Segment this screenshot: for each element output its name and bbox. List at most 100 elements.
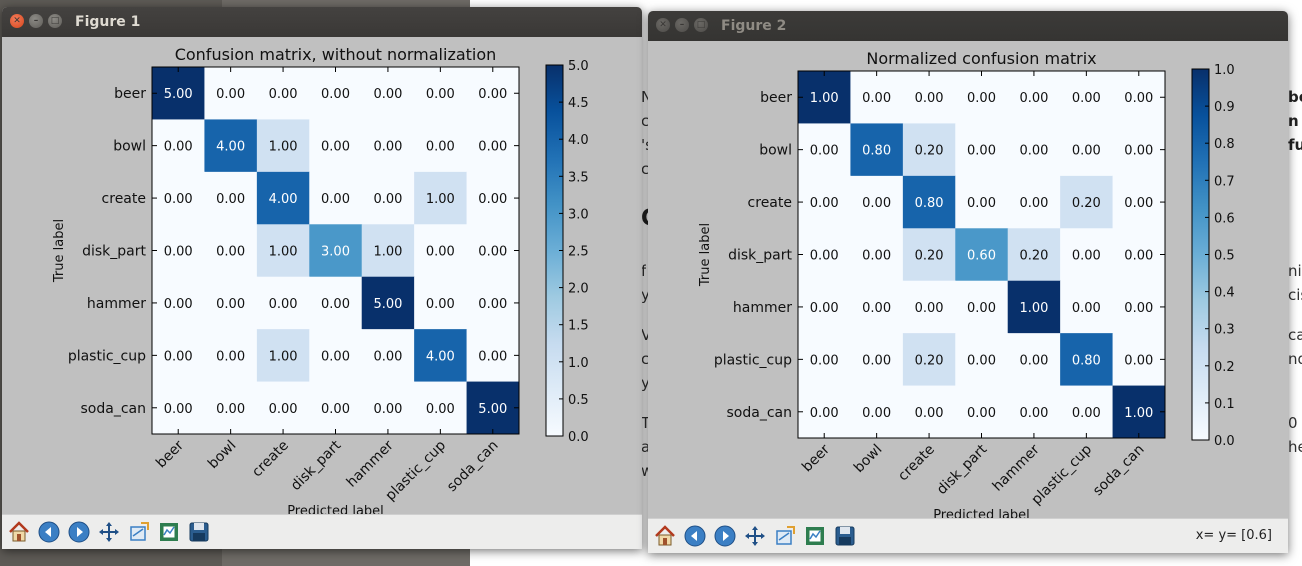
save-disk-icon [833, 524, 857, 548]
heatmap-cell [152, 171, 205, 225]
heatmap-cell [798, 280, 851, 334]
heatmap-cell [414, 381, 468, 435]
heatmap-cell [902, 385, 956, 439]
cell-value-label: 0.00 [373, 140, 402, 155]
x-axis-label: Predicted label [287, 504, 384, 515]
heatmap-cell [466, 171, 520, 225]
save-disk-button[interactable] [185, 518, 213, 546]
heatmap-cell [1060, 333, 1114, 387]
y-tick-label: create [748, 195, 792, 211]
back-arrow-icon [683, 524, 707, 548]
heatmap-cell [1112, 228, 1166, 282]
figure-canvas[interactable]: Normalized confusion matrix 1.00 0.00 0.00 0… [648, 41, 1288, 519]
heatmap-cell [466, 224, 520, 278]
chart-title: Normalized confusion matrix [866, 49, 1096, 68]
heatmap-cell [850, 123, 904, 177]
cell-value-label: 0.00 [373, 349, 402, 364]
pan-move-icon [743, 524, 767, 548]
heatmap-cell [309, 171, 363, 225]
pan-move-button[interactable] [95, 518, 123, 546]
x-tick-label: disk_part [288, 437, 345, 494]
heatmap-cell [798, 228, 851, 282]
save-disk-button[interactable] [831, 522, 859, 550]
heatmap-cell [361, 329, 415, 383]
zoom-rect-button[interactable] [125, 518, 153, 546]
heatmap-cell [850, 175, 904, 229]
heatmap-cell [152, 67, 205, 120]
chart-title: Confusion matrix, without normalization [175, 45, 497, 64]
cell-value-label: 0.00 [862, 249, 891, 264]
heatmap-cell [204, 381, 258, 435]
back-arrow-button[interactable] [681, 522, 709, 550]
heatmap-cell [361, 171, 415, 225]
minimize-button[interactable]: – [675, 18, 689, 32]
background-text: he [1288, 438, 1302, 456]
background-text: nit [1288, 262, 1302, 280]
forward-arrow-button[interactable] [711, 522, 739, 550]
heatmap-cell [361, 276, 415, 330]
cell-value-label: 0.00 [216, 402, 245, 417]
close-button[interactable]: ✕ [656, 18, 670, 32]
colorbar-tick-label: 0.9 [1214, 100, 1235, 115]
title-bar[interactable]: ✕ – □ Figure 2 [648, 11, 1288, 41]
title-bar[interactable]: ✕ – □ Figure 1 [2, 7, 642, 37]
heatmap-cell [466, 381, 520, 435]
cell-value-label: 1.00 [373, 245, 402, 260]
zoom-rect-icon [773, 524, 797, 548]
cell-value-label: 0.00 [1124, 353, 1153, 368]
maximize-button[interactable]: □ [694, 18, 708, 32]
cell-value-label: 0.00 [810, 406, 839, 421]
heatmap-cell [256, 171, 310, 225]
heatmap-cell [1007, 175, 1061, 229]
cell-value-label: 0.00 [164, 402, 193, 417]
heatmap-cell [902, 228, 956, 282]
navigation-toolbar [2, 514, 642, 549]
cell-value-label: 0.00 [1019, 91, 1048, 106]
heatmap-cell [798, 385, 851, 439]
figure-2-window[interactable]: ✕ – □ Figure 2 Normalized confusion matr… [648, 11, 1288, 553]
cell-value-label: 0.00 [426, 245, 455, 260]
cell-value-label: 0.00 [1072, 144, 1101, 159]
cell-value-label: 0.00 [321, 402, 350, 417]
colorbar-tick-label: 0.5 [1214, 249, 1235, 264]
home-button[interactable] [5, 518, 33, 546]
y-tick-label: bowl [113, 139, 146, 155]
pan-move-button[interactable] [741, 522, 769, 550]
heatmap-cell [902, 71, 956, 124]
cell-value-label: 0.00 [862, 406, 891, 421]
background-text: c [641, 112, 650, 130]
heatmap-cell [256, 276, 310, 330]
normalized-confusion-matrix-plot[interactable]: Normalized confusion matrix 1.00 0.00 0.00 0… [648, 41, 1288, 519]
cell-value-label: 0.80 [915, 196, 944, 211]
heatmap-cell [902, 280, 956, 334]
x-tick-label: hammer [990, 441, 1043, 494]
maximize-button[interactable]: □ [48, 14, 62, 28]
colorbar-tick-label: 4.5 [568, 96, 589, 111]
confusion-matrix-plot[interactable]: Confusion matrix, without normalization 5… [2, 37, 642, 515]
heatmap-cell [1112, 280, 1166, 334]
configure-subplots-icon [803, 524, 827, 548]
heatmap-cell [1112, 71, 1166, 124]
cell-value-label: 4.00 [269, 192, 298, 207]
configure-subplots-button[interactable] [801, 522, 829, 550]
close-button[interactable]: ✕ [10, 14, 24, 28]
figure-canvas[interactable]: Confusion matrix, without normalization 5… [2, 37, 642, 515]
cell-value-label: 0.00 [862, 91, 891, 106]
figure-1-window[interactable]: ✕ – □ Figure 1 Confusion matrix, without… [2, 7, 642, 549]
configure-subplots-button[interactable] [155, 518, 183, 546]
home-button[interactable] [651, 522, 679, 550]
back-arrow-button[interactable] [35, 518, 63, 546]
heatmap-cell [204, 171, 258, 225]
forward-arrow-button[interactable] [65, 518, 93, 546]
heatmap-cell [1060, 123, 1114, 177]
zoom-rect-button[interactable] [771, 522, 799, 550]
y-tick-label: soda_can [81, 401, 146, 417]
heatmap-cell [152, 329, 205, 383]
window-title: Figure 1 [75, 14, 141, 30]
colorbar-tick-label: 5.0 [568, 59, 589, 74]
cell-value-label: 0.00 [216, 349, 245, 364]
y-axis-label: True label [698, 223, 713, 287]
minimize-icon: – [679, 20, 685, 30]
minimize-button[interactable]: – [29, 14, 43, 28]
cell-value-label: 0.00 [967, 353, 996, 368]
